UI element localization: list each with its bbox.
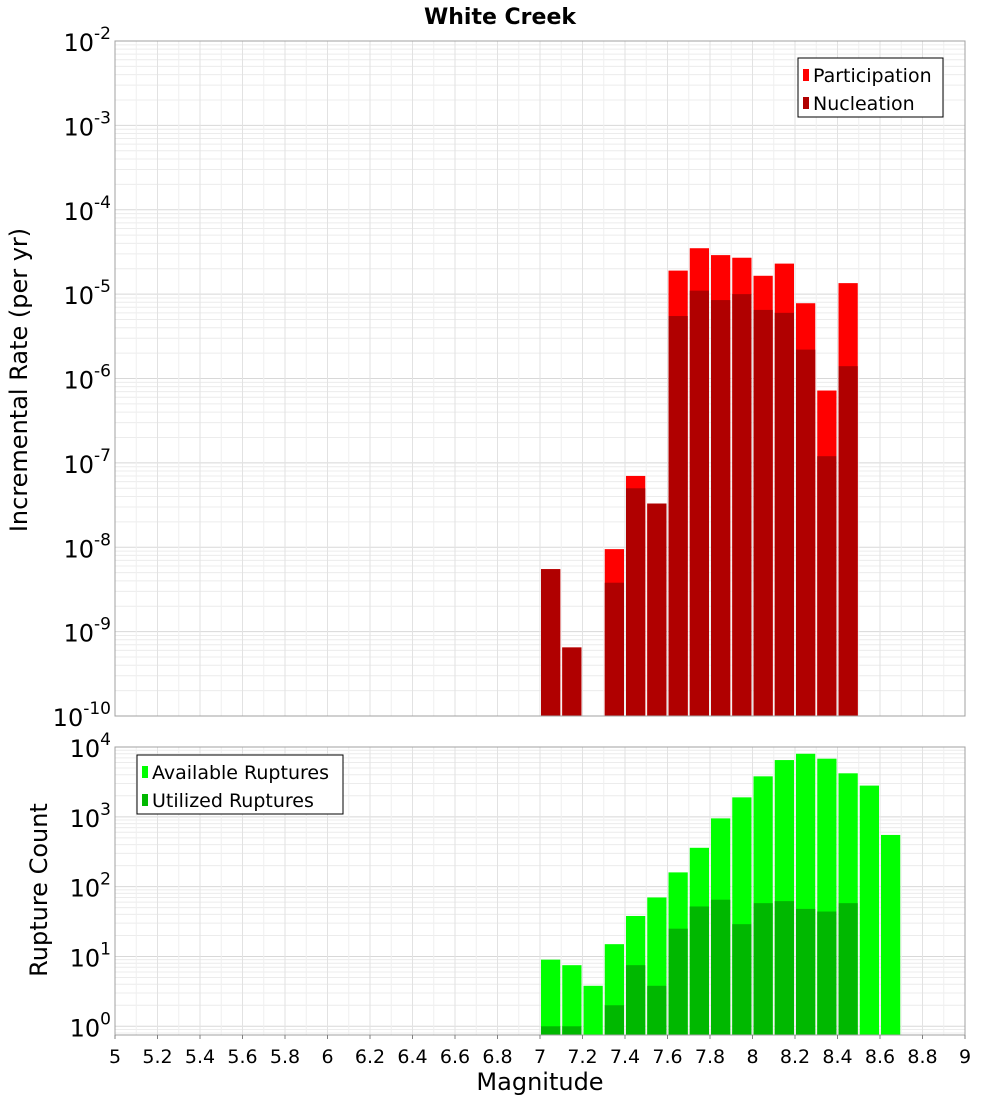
bottom-x-tick-label: 6.6 — [440, 1046, 470, 1068]
top-bar-b — [817, 456, 837, 716]
bottom-x-tick-label: 8.6 — [865, 1046, 895, 1068]
top-bar-b — [647, 503, 667, 716]
bottom-y-tick-label: 104 — [70, 730, 111, 763]
top-y-tick-label: 10-10 — [53, 699, 111, 732]
bottom-y-axis-label: Rupture Count — [25, 803, 53, 977]
top-legend-swatch — [803, 97, 809, 109]
bottom-x-tick-label: 5 — [109, 1046, 121, 1068]
bottom-legend-label: Available Ruptures — [152, 762, 329, 784]
top-legend-label: Participation — [813, 65, 932, 87]
top-y-tick-label: 10-6 — [64, 362, 112, 395]
bottom-bar-a — [583, 985, 603, 1035]
bottom-x-tick-label: 7.2 — [567, 1046, 597, 1068]
bottom-x-tick-label: 5.6 — [227, 1046, 257, 1068]
top-bar-b — [689, 290, 709, 716]
bottom-plot-panel: 100 101 102 103 104 5 5.2 5.4 5.6 5.8 6 6.2 6.4 6.6 6.… — [70, 730, 971, 1068]
bottom-x-tick-label: 5.2 — [142, 1046, 172, 1068]
bottom-bar-b — [838, 903, 858, 1035]
top-bar-b — [838, 366, 858, 716]
top-y-tick-label: 10-9 — [64, 615, 112, 648]
chart-title: White Creek — [424, 5, 577, 30]
top-bar-b — [732, 294, 752, 716]
bottom-legend-swatch — [142, 766, 148, 778]
bottom-bar-b — [668, 928, 688, 1035]
bottom-legend: Available Ruptures Utilized Ruptures — [136, 754, 344, 815]
bottom-x-tick-label: 6.8 — [482, 1046, 512, 1068]
top-y-tick-label: 10-8 — [64, 530, 112, 563]
top-bar-b — [562, 647, 582, 716]
bottom-bar-a — [859, 785, 879, 1035]
bottom-y-tick-label: 100 — [70, 1009, 111, 1042]
bottom-bar-b — [541, 1026, 561, 1035]
top-legend-swatch — [803, 69, 809, 81]
top-y-tick-label: 10-5 — [64, 277, 112, 310]
bottom-bar-b — [647, 985, 667, 1035]
bottom-x-tick-label: 6 — [321, 1046, 333, 1068]
bottom-x-tick-label: 5.4 — [185, 1046, 215, 1068]
top-bar-b — [541, 569, 561, 716]
bottom-x-tick-label: 6.2 — [355, 1046, 385, 1068]
bottom-y-tick-label: 102 — [70, 870, 111, 903]
bottom-legend-frame — [136, 754, 344, 815]
bottom-bar-a — [562, 965, 582, 1035]
top-plot-panel: 10-10 10-9 10-8 10-7 10-6 10-5 10-4 10-3 10-2 Par… — [53, 24, 966, 732]
bottom-x-tick-label: 5.8 — [270, 1046, 300, 1068]
top-bar-b — [668, 316, 688, 716]
bottom-bar-b — [796, 908, 816, 1035]
bottom-x-tick-label: 8.4 — [822, 1046, 852, 1068]
bottom-x-tick-label: 8.2 — [780, 1046, 810, 1068]
bottom-y-tick-label: 103 — [70, 800, 111, 833]
bottom-bar-b — [732, 924, 752, 1035]
top-bar-b — [604, 582, 624, 716]
bottom-bar-a — [881, 834, 901, 1035]
top-bar-b — [626, 488, 646, 716]
bottom-bar-b — [753, 903, 773, 1035]
top-plot-border — [114, 40, 966, 717]
bottom-bar-b — [711, 899, 731, 1035]
bottom-bar-b — [689, 906, 709, 1035]
top-legend-frame — [797, 57, 944, 118]
bottom-x-tick-label: 7 — [534, 1046, 546, 1068]
bottom-x-tick-label: 7.8 — [695, 1046, 725, 1068]
top-legend: Participation Nucleation — [797, 57, 944, 118]
bottom-x-tick-label: 8.8 — [907, 1046, 937, 1068]
bottom-x-tick-label: 9 — [959, 1046, 971, 1068]
bottom-x-tick-label: 7.6 — [652, 1046, 682, 1068]
bottom-legend-label: Utilized Ruptures — [152, 790, 314, 812]
bottom-bar-b — [774, 901, 794, 1035]
bottom-x-tick-label: 7.4 — [610, 1046, 640, 1068]
bottom-bar-b — [562, 1026, 582, 1035]
top-y-tick-label: 10-3 — [64, 108, 112, 141]
bottom-x-tick-label: 6.4 — [397, 1046, 427, 1068]
top-bar-b — [774, 312, 794, 716]
bottom-x-tick-label: 8 — [746, 1046, 758, 1068]
x-axis-label: Magnitude — [476, 1068, 603, 1096]
top-legend-label: Nucleation — [813, 93, 915, 115]
bottom-y-tick-label: 101 — [70, 939, 111, 972]
top-bar-b — [711, 300, 731, 716]
top-bar-b — [796, 349, 816, 716]
bottom-bar-b — [626, 965, 646, 1035]
top-y-tick-label: 10-4 — [64, 193, 112, 226]
bottom-bar-b — [604, 1005, 624, 1035]
bottom-legend-swatch — [142, 794, 148, 806]
top-y-axis-label: Incremental Rate (per yr) — [5, 228, 33, 532]
top-y-tick-label: 10-7 — [64, 446, 112, 479]
top-y-tick-label: 10-2 — [64, 24, 112, 57]
top-bar-b — [753, 309, 773, 716]
bottom-bar-b — [817, 911, 837, 1035]
bottom-bar-a — [541, 959, 561, 1035]
